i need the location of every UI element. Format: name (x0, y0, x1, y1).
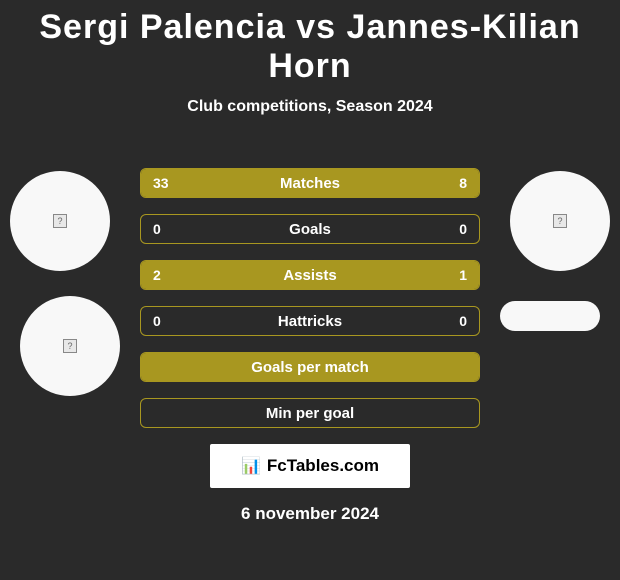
stat-bar: 00Hattricks (140, 306, 480, 336)
stat-label: Hattricks (141, 307, 479, 335)
stat-label: Goals (141, 215, 479, 243)
placeholder-icon: ? (63, 339, 77, 353)
stat-bars: 338Matches 00Goals 21Assists 00Hattricks Goa… (140, 146, 480, 428)
player2-avatar: ? (510, 171, 610, 271)
stat-label: Matches (141, 169, 479, 197)
player1-club-avatar: ? (20, 296, 120, 396)
placeholder-icon: ? (553, 214, 567, 228)
date-label: 6 november 2024 (0, 504, 620, 524)
main-area: ? ? ? 338Matches 00Goals 21Assists 00Hattri… (0, 146, 620, 524)
player2-club-avatar (500, 301, 600, 331)
page-title: Sergi Palencia vs Jannes-Kilian Horn (0, 8, 620, 86)
stat-bar: 338Matches (140, 168, 480, 198)
brand-text: FcTables.com (267, 456, 379, 476)
stat-label: Assists (141, 261, 479, 289)
stat-bar: 00Goals (140, 214, 480, 244)
player1-avatar: ? (10, 171, 110, 271)
stat-bar: Min per goal (140, 398, 480, 428)
placeholder-icon: ? (53, 214, 67, 228)
brand-icon: 📊 (241, 456, 261, 476)
header: Sergi Palencia vs Jannes-Kilian Horn Clu… (0, 0, 620, 116)
stat-bar: 21Assists (140, 260, 480, 290)
page-subtitle: Club competitions, Season 2024 (0, 98, 620, 116)
brand-badge: 📊 FcTables.com (210, 444, 410, 488)
stat-label: Goals per match (141, 353, 479, 381)
stat-bar: Goals per match (140, 352, 480, 382)
stat-label: Min per goal (141, 399, 479, 427)
